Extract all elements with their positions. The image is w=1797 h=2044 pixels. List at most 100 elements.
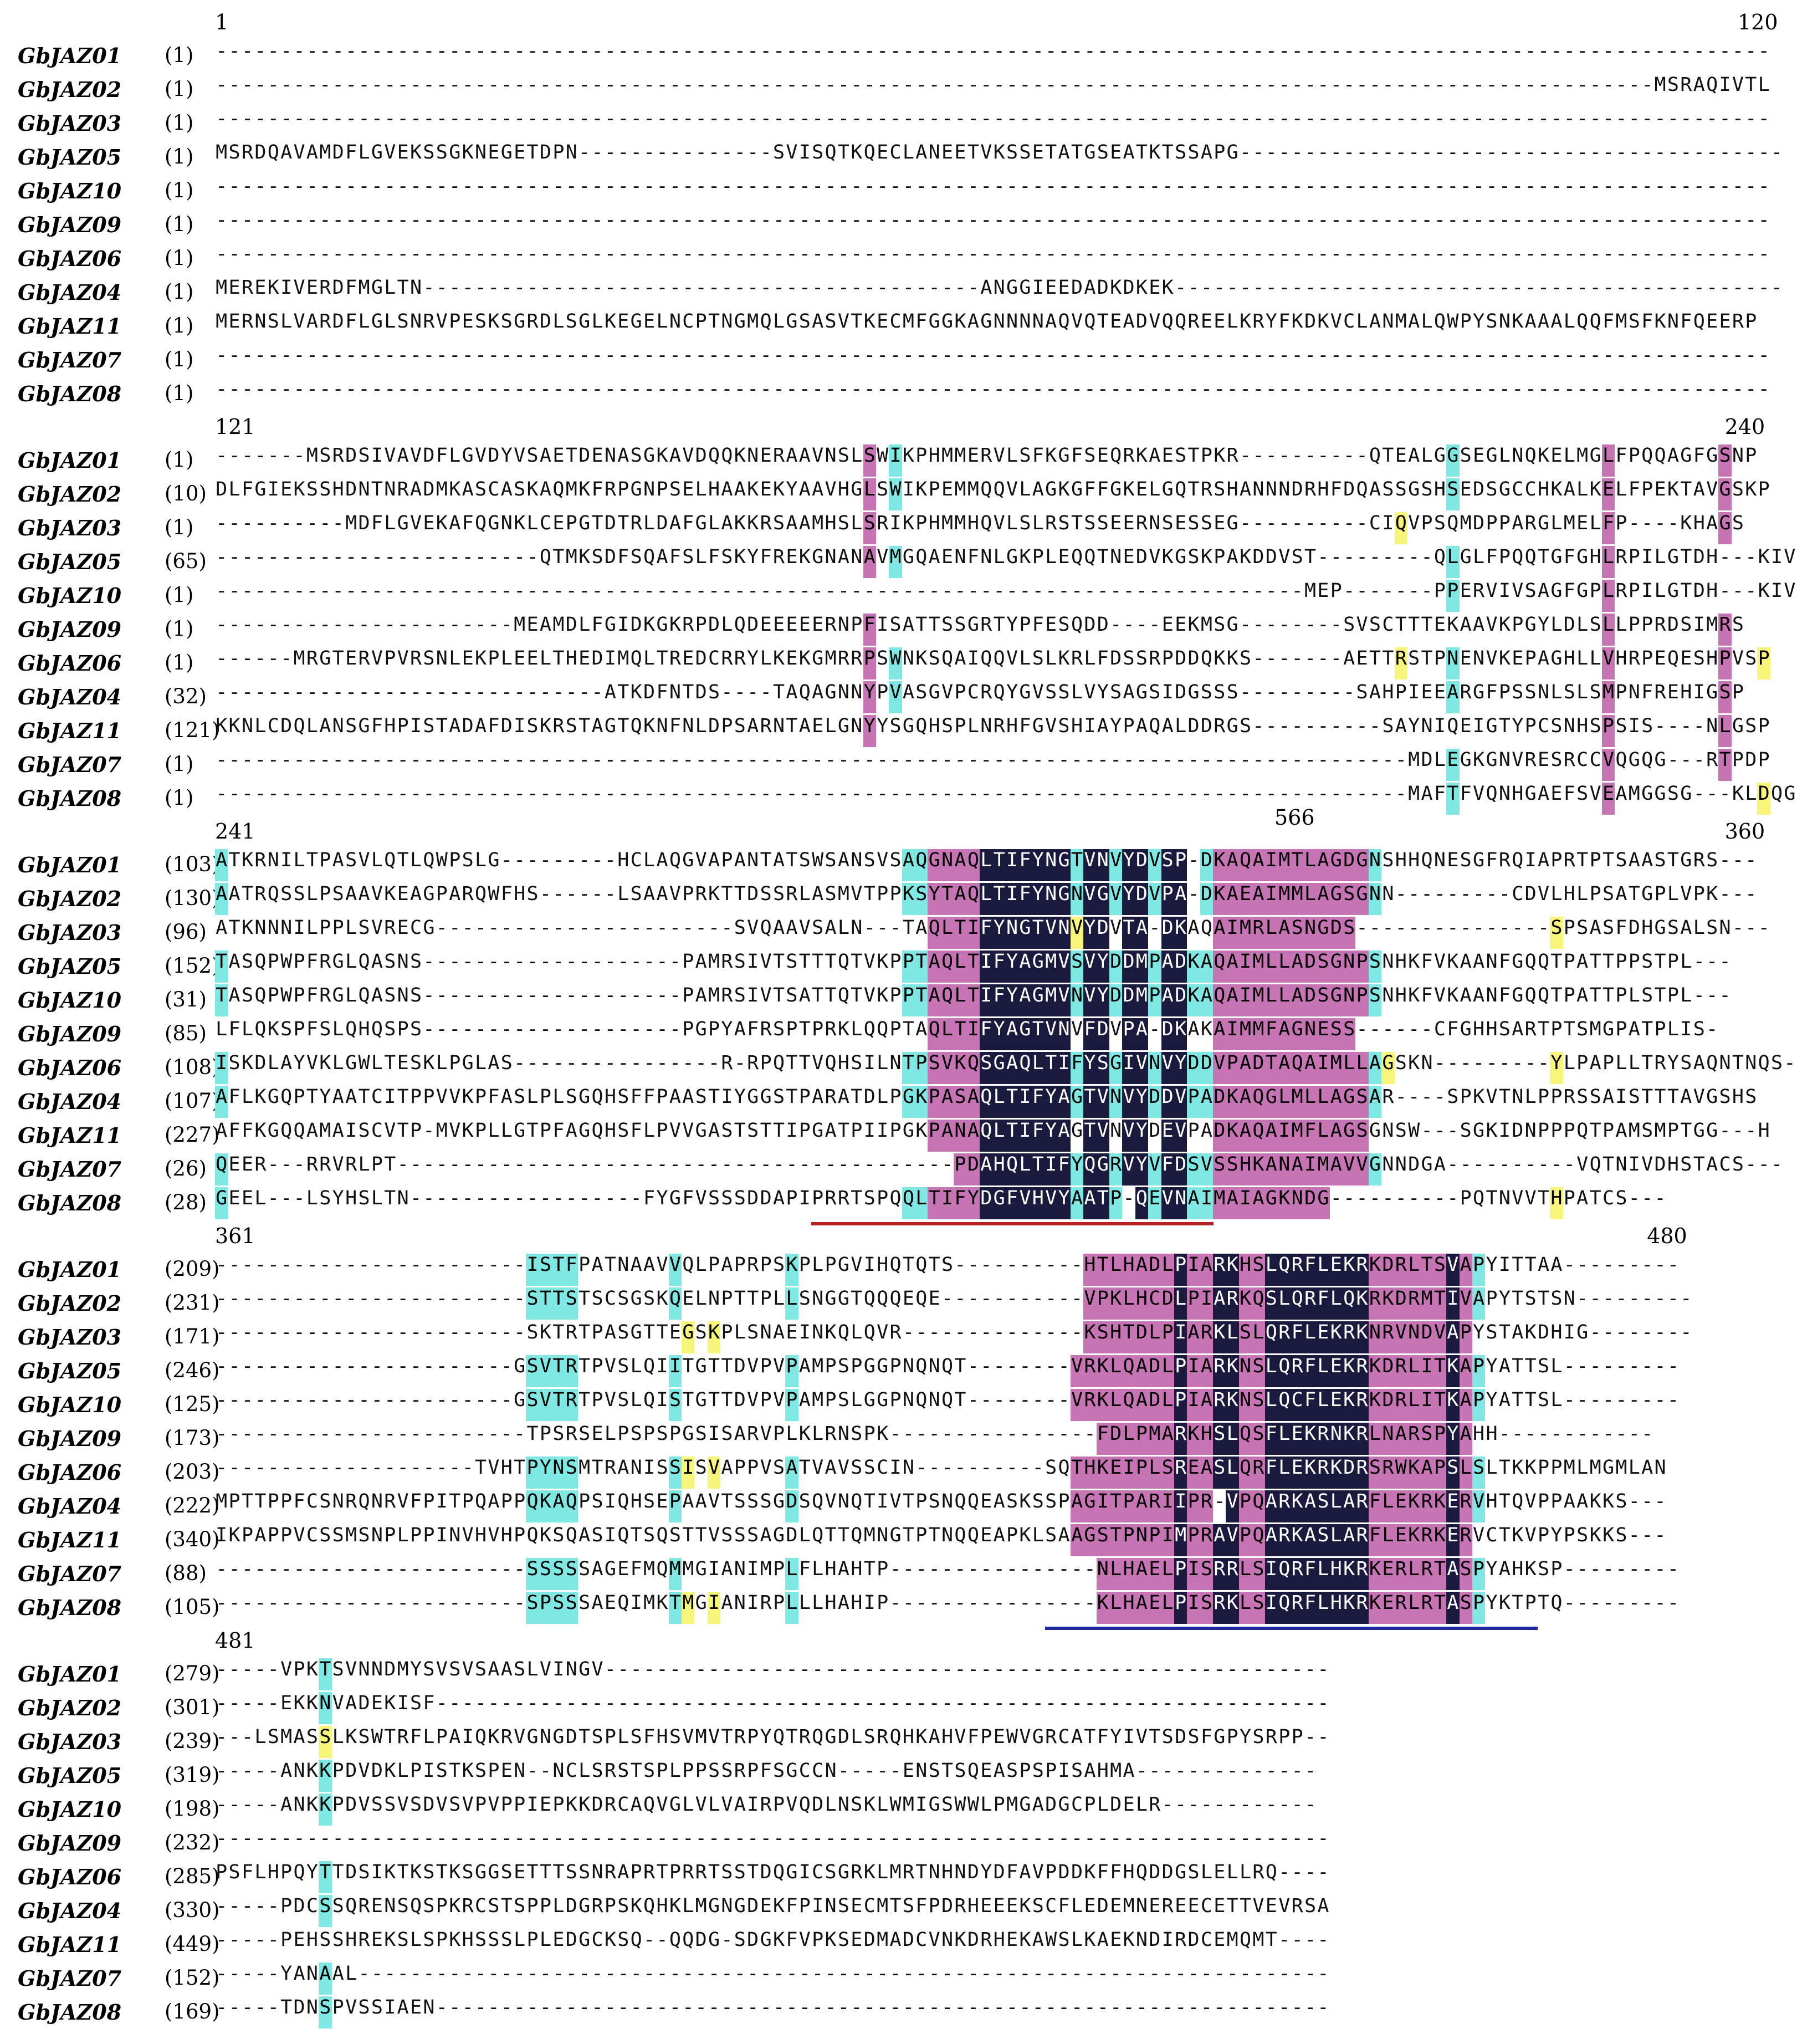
sequence-row: GbJAZ01 (103) ATKRNILTPASVLQTLQWPSLG------… [0,848,1797,882]
sequence-residues: KKNLCDQLANSGFHPISTADAFDISKRSTAGTQKNFNLDP… [215,715,1770,747]
sequence-start-position: (340) [165,1527,220,1551]
sequence-residues: IKPAPPVCSSMSNPLPPINVHVHPQKSQASIQTSQSTTVS… [215,1524,1667,1556]
sequence-row: GbJAZ04 (330) -----PDCSSQRENSQSPKRCSTSPPLD… [0,1894,1797,1928]
sequence-name: GbJAZ10 [18,178,122,203]
sequence-residues: ----------------------------------------… [215,783,1796,815]
sequence-row: GbJAZ09 (85) LFLQKSPFSLQHQSPS-------------… [0,1017,1797,1051]
sequence-row: GbJAZ02 (10) DLFGIEKSSHDNTNRADMKASCASKAQMK… [0,477,1797,511]
sequence-row: GbJAZ08 (169) -----TDNSPVSSIAEN-----------… [0,1995,1797,2029]
sequence-name: GbJAZ10 [18,988,122,1013]
tify-motif-underline [811,1222,1214,1225]
sequence-start-position: (125) [165,1392,220,1416]
sequence-row: GbJAZ05 (319) -----ANKKPDVDKLPISTKSPEN--NC… [0,1759,1797,1792]
sequence-start-position: (152) [165,954,220,978]
sequence-residues: MSRDQAVAMDFLGVEKSSGKNEGETDPN------------… [216,141,1783,163]
sequence-start-position: (88) [165,1561,207,1585]
position-ruler: 481 566 [0,805,1797,1656]
sequence-start-position: (108) [165,1055,220,1079]
sequence-name: GbJAZ10 [18,583,122,608]
sequence-start-position: (10) [165,482,207,505]
sequence-residues: AFLKGQPTYAATCITPPVVKPFASLPLSGQHSFFPAASTI… [215,1086,1757,1118]
sequence-row: GbJAZ10 (1) ------------------------------… [0,579,1797,612]
sequence-row: GbJAZ09 (173) ------------------------TPSR… [0,1422,1797,1455]
sequence-residues: ATKRNILTPASVLQTLQWPSLG---------HCLAQGVAP… [215,849,1757,881]
sequence-name: GbJAZ02 [18,1695,122,1720]
sequence-row: GbJAZ06 (108) ISKDLAYVKLGWLTESKLPGLAS-----… [0,1051,1797,1085]
sequence-name: GbJAZ02 [18,482,122,507]
sequence-row: GbJAZ09 (1) ------------------------------… [0,208,1797,242]
sequence-start-position: (1) [165,617,194,641]
sequence-name: GbJAZ05 [18,549,122,574]
sequence-row: GbJAZ11 (121) KKNLCDQLANSGFHPISTADAFDISKRS… [0,714,1797,748]
sequence-name: GbJAZ06 [18,1055,122,1080]
sequence-start-position: (231) [165,1291,220,1315]
sequence-start-position: (1) [165,583,194,607]
sequence-row: GbJAZ05 (246) -----------------------GSVTR… [0,1354,1797,1388]
sequence-residues: ------------------------SSSSSAGEFMQMMGIA… [215,1558,1680,1590]
position-ruler: 1 120 [0,10,1797,38]
sequence-name: GbJAZ08 [18,2000,122,2025]
sequence-residues: ------------------------------ATKDFNTDS-… [215,681,1744,713]
sequence-row: GbJAZ04 (222) MPTTPPFCSNRQNRVFPITPQAPPQKAQ… [0,1489,1797,1523]
ruler-end-label: 480 [1647,1224,1687,1248]
sequence-name: GbJAZ08 [18,1190,122,1215]
sequence-name: GbJAZ09 [18,1426,122,1451]
sequence-start-position: (171) [165,1325,220,1348]
sequence-name: GbJAZ03 [18,1729,122,1754]
sequence-name: GbJAZ07 [18,348,122,372]
sequence-residues: ------------------------ISTFPATNAAVVQLPA… [215,1254,1680,1286]
sequence-start-position: (239) [165,1729,220,1753]
sequence-start-position: (1) [165,43,194,67]
sequence-name: GbJAZ03 [18,515,122,540]
sequence-residues: -----VPKTSVNNDMYSVSVSAASLVINGV----------… [215,1658,1330,1690]
sequence-residues: -----ANKKPDVDKLPISTKSPEN--NCLSRSTSPLPPSS… [215,1760,1317,1792]
sequence-residues: -----ANKKPDVSSVSDVSVPVPPIEPKKDRCAQVGLVLV… [215,1793,1317,1826]
sequence-residues: MERNSLVARDFLGLSNRVPESKSGRDLSGLKEGELNCPTN… [216,310,1757,333]
sequence-name: GbJAZ06 [18,246,122,271]
sequence-name: GbJAZ07 [18,1157,122,1182]
sequence-row: GbJAZ07 (88) ------------------------SSSSS… [0,1557,1797,1591]
sequence-start-position: (1) [165,786,194,810]
sequence-residues: -----------------------GSVTRTPVSLQIITGTT… [215,1355,1680,1387]
sequence-row: GbJAZ01 (209) ------------------------ISTF… [0,1253,1797,1286]
sequence-name: GbJAZ02 [18,1291,122,1316]
sequence-residues: ------MRGTERVPVRSNLEKPLEELTHEDIMQLTREDCR… [215,647,1770,679]
sequence-row: GbJAZ11 (227) AFFKGQQAMAISCVTP-MVKPLLGTPFA… [0,1118,1797,1152]
sequence-start-position: (232) [165,1831,220,1854]
sequence-start-position: (330) [165,1898,220,1922]
sequence-residues: PSFLHPQYTTDSIKTKSTKSGGSETTTSSNRAPRTPRRTS… [215,1861,1330,1893]
sequence-residues: ------------------------STTSTSCSGSKQELNP… [215,1287,1693,1320]
sequence-residues: -----TDNSPVSSIAEN-----------------------… [215,1996,1330,2028]
sequence-start-position: (1) [165,348,194,371]
sequence-name: GbJAZ03 [18,920,122,945]
ruler-start-label: 121 [215,415,255,439]
sequence-residues: MPTTPPFCSNRQNRVFPITPQAPPQKAQPSIQHSEPAAVT… [215,1490,1667,1522]
sequence-start-position: (1) [165,246,194,270]
sequence-residues: MEREKIVERDFMGLTN------------------------… [216,277,1783,299]
sequence-name: GbJAZ01 [18,448,122,473]
sequence-row: GbJAZ06 (1) ------------------------------… [0,242,1797,275]
sequence-name: GbJAZ01 [18,1257,122,1282]
sequence-name: GbJAZ03 [18,1325,122,1350]
ruler-end-label: 240 [1724,415,1765,439]
sequence-residues: -------MSRDSIVAVDFLGVDYVSAETDENASGKAVDQQ… [215,444,1757,477]
sequence-residues: ----------------------------------------… [216,74,1770,96]
sequence-residues: ----------------------------------------… [216,1827,1329,1849]
sequence-row: GbJAZ01 (279) -----VPKTSVNNDMYSVSVSAASLVIN… [0,1657,1797,1691]
sequence-row: GbJAZ02 (130) AATRQSSLPSAAVKEAGPARQWFHS---… [0,882,1797,916]
sequence-residues: ----------------------------------------… [216,344,1770,366]
sequence-start-position: (1) [165,77,194,101]
sequence-row: GbJAZ05 (152) TASQPWPFRGLQASNS------------… [0,949,1797,983]
sequence-name: GbJAZ04 [18,1089,122,1114]
sequence-start-position: (32) [165,684,207,708]
sequence-row: GbJAZ07 (1) ------------------------------… [0,748,1797,781]
sequence-start-position: (1) [165,515,194,539]
sequence-row: GbJAZ07 (152) -----YANAAL-----------------… [0,1961,1797,1995]
sequence-start-position: (1) [165,111,194,135]
sequence-name: GbJAZ01 [18,1662,122,1687]
sequence-start-position: (301) [165,1695,220,1719]
sequence-residues: AFFKGQQAMAISCVTP-MVKPLLGTPFAGQHSFLPVVGAS… [215,1120,1770,1152]
sequence-row: GbJAZ08 (1) ------------------------------… [0,377,1797,411]
sequence-row: GbJAZ05 (65) -------------------------QTMK… [0,545,1797,579]
sequence-name: GbJAZ09 [18,1831,122,1856]
